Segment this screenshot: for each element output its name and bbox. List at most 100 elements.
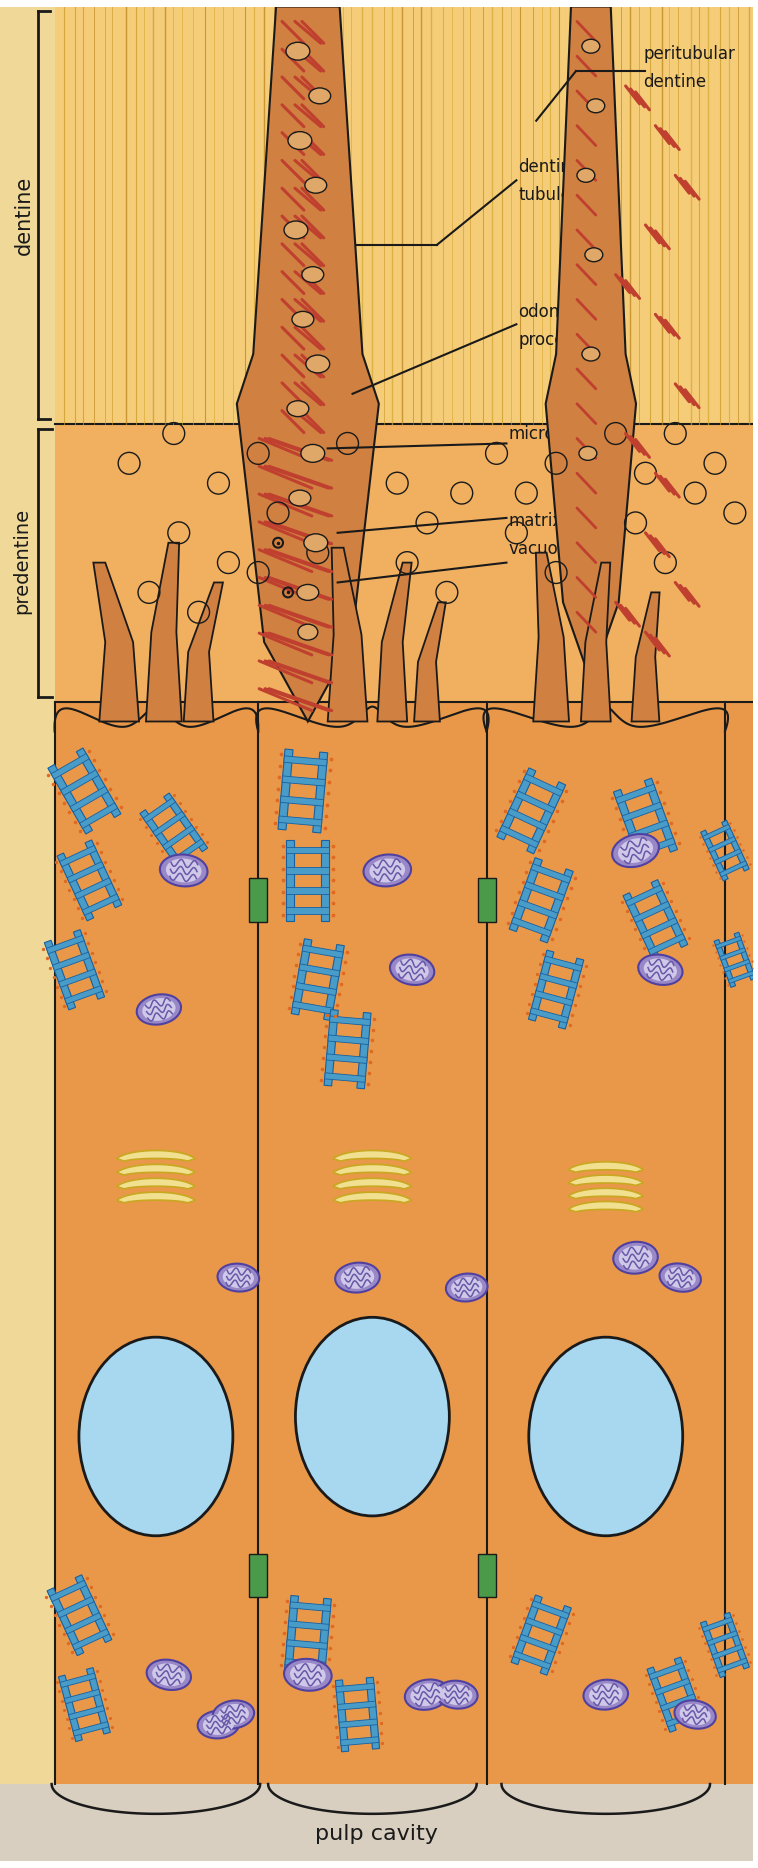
Polygon shape xyxy=(649,1663,684,1679)
Polygon shape xyxy=(635,837,675,857)
Polygon shape xyxy=(82,895,119,915)
Ellipse shape xyxy=(286,43,310,60)
Polygon shape xyxy=(724,1612,750,1668)
Text: dentinal: dentinal xyxy=(518,159,586,176)
Polygon shape xyxy=(703,824,730,841)
Polygon shape xyxy=(236,6,379,721)
Polygon shape xyxy=(644,779,678,852)
Ellipse shape xyxy=(198,1711,240,1739)
Polygon shape xyxy=(717,1659,747,1674)
Polygon shape xyxy=(719,861,747,876)
Ellipse shape xyxy=(223,1267,254,1289)
Polygon shape xyxy=(143,798,176,822)
Ellipse shape xyxy=(290,1663,326,1687)
Polygon shape xyxy=(74,878,111,899)
Text: dentine: dentine xyxy=(14,176,34,254)
Polygon shape xyxy=(559,958,584,1029)
Polygon shape xyxy=(512,917,552,936)
Polygon shape xyxy=(278,749,293,829)
Polygon shape xyxy=(519,1634,557,1653)
Polygon shape xyxy=(46,936,84,955)
Polygon shape xyxy=(334,1151,412,1162)
Ellipse shape xyxy=(582,347,600,361)
Ellipse shape xyxy=(675,1700,716,1728)
Ellipse shape xyxy=(619,1246,653,1270)
Polygon shape xyxy=(716,936,741,949)
Polygon shape xyxy=(675,1657,703,1722)
Ellipse shape xyxy=(304,534,327,551)
Ellipse shape xyxy=(390,955,434,984)
Ellipse shape xyxy=(680,1704,711,1726)
Polygon shape xyxy=(279,816,322,826)
Polygon shape xyxy=(712,1644,743,1659)
Ellipse shape xyxy=(341,1267,374,1289)
Polygon shape xyxy=(61,770,99,796)
Bar xyxy=(249,878,267,923)
Polygon shape xyxy=(625,885,662,906)
Polygon shape xyxy=(722,820,749,870)
Ellipse shape xyxy=(284,1659,331,1691)
Polygon shape xyxy=(328,1035,369,1044)
Polygon shape xyxy=(58,1676,83,1741)
Polygon shape xyxy=(321,841,329,921)
Ellipse shape xyxy=(451,1278,482,1298)
Polygon shape xyxy=(337,1702,376,1709)
Polygon shape xyxy=(285,1659,326,1668)
Ellipse shape xyxy=(587,99,605,112)
Polygon shape xyxy=(714,848,741,865)
Polygon shape xyxy=(44,940,76,1011)
Polygon shape xyxy=(524,773,563,796)
Bar xyxy=(478,1554,496,1597)
Polygon shape xyxy=(69,1705,105,1720)
Ellipse shape xyxy=(297,585,319,600)
Polygon shape xyxy=(647,1666,676,1732)
Polygon shape xyxy=(707,1631,738,1646)
Polygon shape xyxy=(74,930,105,999)
Ellipse shape xyxy=(613,1242,658,1274)
Polygon shape xyxy=(330,1016,371,1026)
Polygon shape xyxy=(290,1603,330,1612)
Polygon shape xyxy=(117,1192,195,1203)
Ellipse shape xyxy=(618,839,653,863)
Ellipse shape xyxy=(369,859,405,882)
Ellipse shape xyxy=(638,955,682,984)
Polygon shape xyxy=(86,1668,111,1734)
Polygon shape xyxy=(162,826,195,850)
Polygon shape xyxy=(509,857,542,932)
Polygon shape xyxy=(534,990,573,1007)
Polygon shape xyxy=(288,1621,329,1631)
Polygon shape xyxy=(518,899,558,919)
Polygon shape xyxy=(284,1595,299,1672)
Polygon shape xyxy=(515,790,555,814)
Polygon shape xyxy=(324,1009,338,1085)
Polygon shape xyxy=(172,839,205,863)
Polygon shape xyxy=(530,1009,568,1024)
Polygon shape xyxy=(568,1162,644,1173)
Polygon shape xyxy=(164,794,208,852)
Ellipse shape xyxy=(298,624,318,641)
Ellipse shape xyxy=(146,1659,191,1691)
Polygon shape xyxy=(534,553,569,721)
Polygon shape xyxy=(655,1677,690,1696)
Text: odontoblast: odontoblast xyxy=(518,303,617,321)
Polygon shape xyxy=(58,969,96,988)
Polygon shape xyxy=(633,902,670,923)
Text: vacuoles: vacuoles xyxy=(509,540,582,559)
Polygon shape xyxy=(336,1683,374,1692)
Ellipse shape xyxy=(335,1263,380,1293)
Polygon shape xyxy=(324,945,344,1020)
Polygon shape xyxy=(540,869,573,943)
Polygon shape xyxy=(291,940,312,1014)
Ellipse shape xyxy=(579,446,597,460)
Polygon shape xyxy=(283,757,327,766)
Polygon shape xyxy=(623,893,659,960)
Polygon shape xyxy=(628,820,669,839)
Polygon shape xyxy=(544,956,582,971)
Ellipse shape xyxy=(287,402,309,417)
Polygon shape xyxy=(73,1722,109,1735)
Ellipse shape xyxy=(302,267,324,282)
Ellipse shape xyxy=(585,248,603,262)
Polygon shape xyxy=(85,841,122,908)
Polygon shape xyxy=(714,940,735,988)
Polygon shape xyxy=(527,783,565,854)
